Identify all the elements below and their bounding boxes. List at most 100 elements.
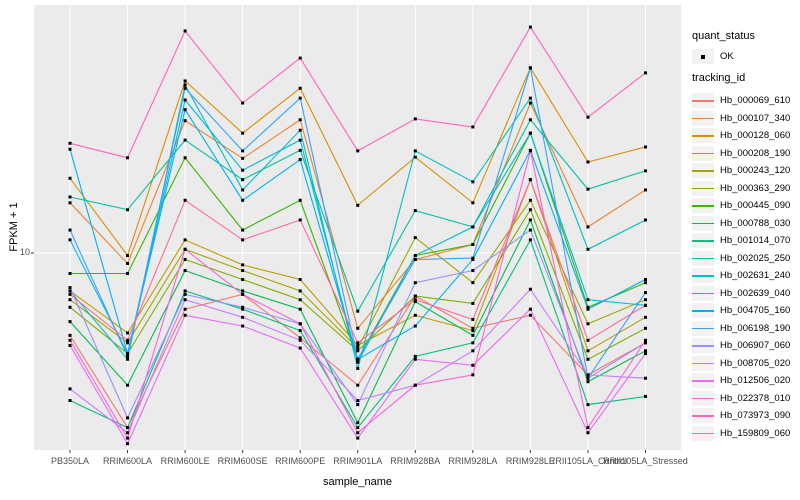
legend-item-label: Hb_001014_070	[720, 235, 791, 247]
data-point	[298, 118, 302, 122]
legend-color-line	[692, 327, 714, 329]
data-point	[644, 338, 647, 342]
data-point	[586, 160, 590, 164]
data-point	[126, 208, 130, 212]
data-point	[356, 436, 360, 440]
legend-key-box	[692, 390, 714, 406]
data-point	[471, 373, 475, 377]
legend-item-label: Hb_000128_060	[720, 130, 791, 142]
data-point	[356, 203, 360, 207]
data-point	[126, 357, 130, 361]
data-point	[68, 289, 72, 293]
data-point	[471, 242, 475, 246]
data-point	[586, 322, 590, 326]
data-point	[413, 300, 417, 304]
data-point	[183, 289, 187, 293]
data-point	[586, 376, 590, 380]
data-point	[586, 357, 590, 361]
data-point	[413, 383, 417, 387]
data-point	[241, 101, 245, 105]
data-point	[241, 156, 245, 160]
data-point	[644, 303, 647, 307]
legend-item-label: Hb_000069_610	[720, 95, 791, 107]
legend-key-box	[692, 215, 714, 231]
legend-item-Hb_006907_060: Hb_006907_060	[692, 337, 790, 355]
data-point-markers	[68, 25, 647, 446]
legend-item-Hb_022378_010: Hb_022378_010	[692, 390, 790, 408]
data-point	[241, 178, 245, 182]
data-point	[356, 431, 360, 435]
legend-key-box	[692, 110, 714, 126]
data-point	[471, 341, 475, 345]
data-point	[644, 218, 647, 222]
data-point	[126, 442, 130, 446]
data-point	[68, 286, 72, 290]
point-marker-icon	[701, 54, 705, 59]
data-point	[471, 301, 475, 305]
data-point	[298, 138, 302, 142]
data-point	[68, 399, 72, 403]
x-tick-label: RRIM928BA	[390, 456, 440, 466]
data-point	[68, 387, 72, 391]
data-point	[126, 262, 130, 266]
legend-color-line	[692, 240, 714, 242]
legend-item-label: Hb_008705_020	[720, 357, 791, 369]
data-point	[241, 263, 245, 267]
data-point	[528, 313, 532, 317]
legend-item-label: Hb_006198_190	[720, 322, 791, 334]
legend-item-label: Hb_000208_190	[720, 147, 791, 159]
data-point	[644, 326, 647, 330]
data-point	[241, 149, 245, 153]
data-point	[183, 307, 187, 311]
data-point	[126, 271, 130, 275]
data-point	[183, 83, 187, 87]
legend-key-box	[692, 93, 714, 109]
data-point	[298, 336, 302, 340]
data-point	[298, 56, 302, 60]
data-point	[413, 236, 417, 240]
legend-color-line	[692, 415, 714, 417]
legend-key-box	[692, 180, 714, 196]
data-point	[586, 225, 590, 229]
legend-color-line	[692, 222, 714, 224]
data-point	[298, 307, 302, 311]
legend-item-ok: OK	[692, 49, 734, 64]
legend-color-line	[692, 257, 714, 259]
legend-entries: Hb_000069_610 Hb_000107_340 Hb_000128_060 H…	[692, 92, 790, 442]
legend-color-line	[692, 397, 714, 399]
legend-item-Hb_008705_020: Hb_008705_020	[692, 355, 790, 373]
legend-item-label: Hb_002025_250	[720, 252, 791, 264]
data-point	[126, 338, 130, 342]
data-point	[356, 341, 360, 345]
data-point	[586, 338, 590, 342]
x-tick-label: RRIM600PE	[275, 456, 325, 466]
data-point	[528, 131, 532, 135]
data-point	[68, 176, 72, 180]
legend-item-label: Hb_073973_090	[720, 410, 791, 422]
data-point	[126, 431, 130, 435]
data-point	[644, 291, 647, 295]
data-point	[241, 228, 245, 232]
data-point	[413, 324, 417, 328]
data-point	[298, 128, 302, 132]
data-point	[528, 198, 532, 202]
data-point	[356, 360, 360, 364]
data-point	[126, 383, 130, 387]
data-point	[298, 148, 302, 152]
data-point	[413, 357, 417, 361]
data-point	[298, 298, 302, 302]
data-point	[241, 269, 245, 273]
legend-item-label: Hb_004705_160	[720, 305, 791, 317]
legend-key-box	[692, 320, 714, 336]
x-tick-labels: PB350LA RRIM600LA RRIM600LE RRIM600SE RRIM60…	[51, 456, 688, 466]
data-point	[528, 228, 532, 232]
legend-title-quant-status: quant_status	[692, 30, 755, 42]
data-point	[126, 352, 130, 356]
data-point	[644, 315, 647, 319]
data-point	[471, 326, 475, 330]
data-point	[241, 278, 245, 282]
data-point	[183, 238, 187, 242]
legend-item-label: OK	[720, 51, 734, 62]
legend-key-box	[692, 355, 714, 371]
legend-key-box	[692, 285, 714, 301]
